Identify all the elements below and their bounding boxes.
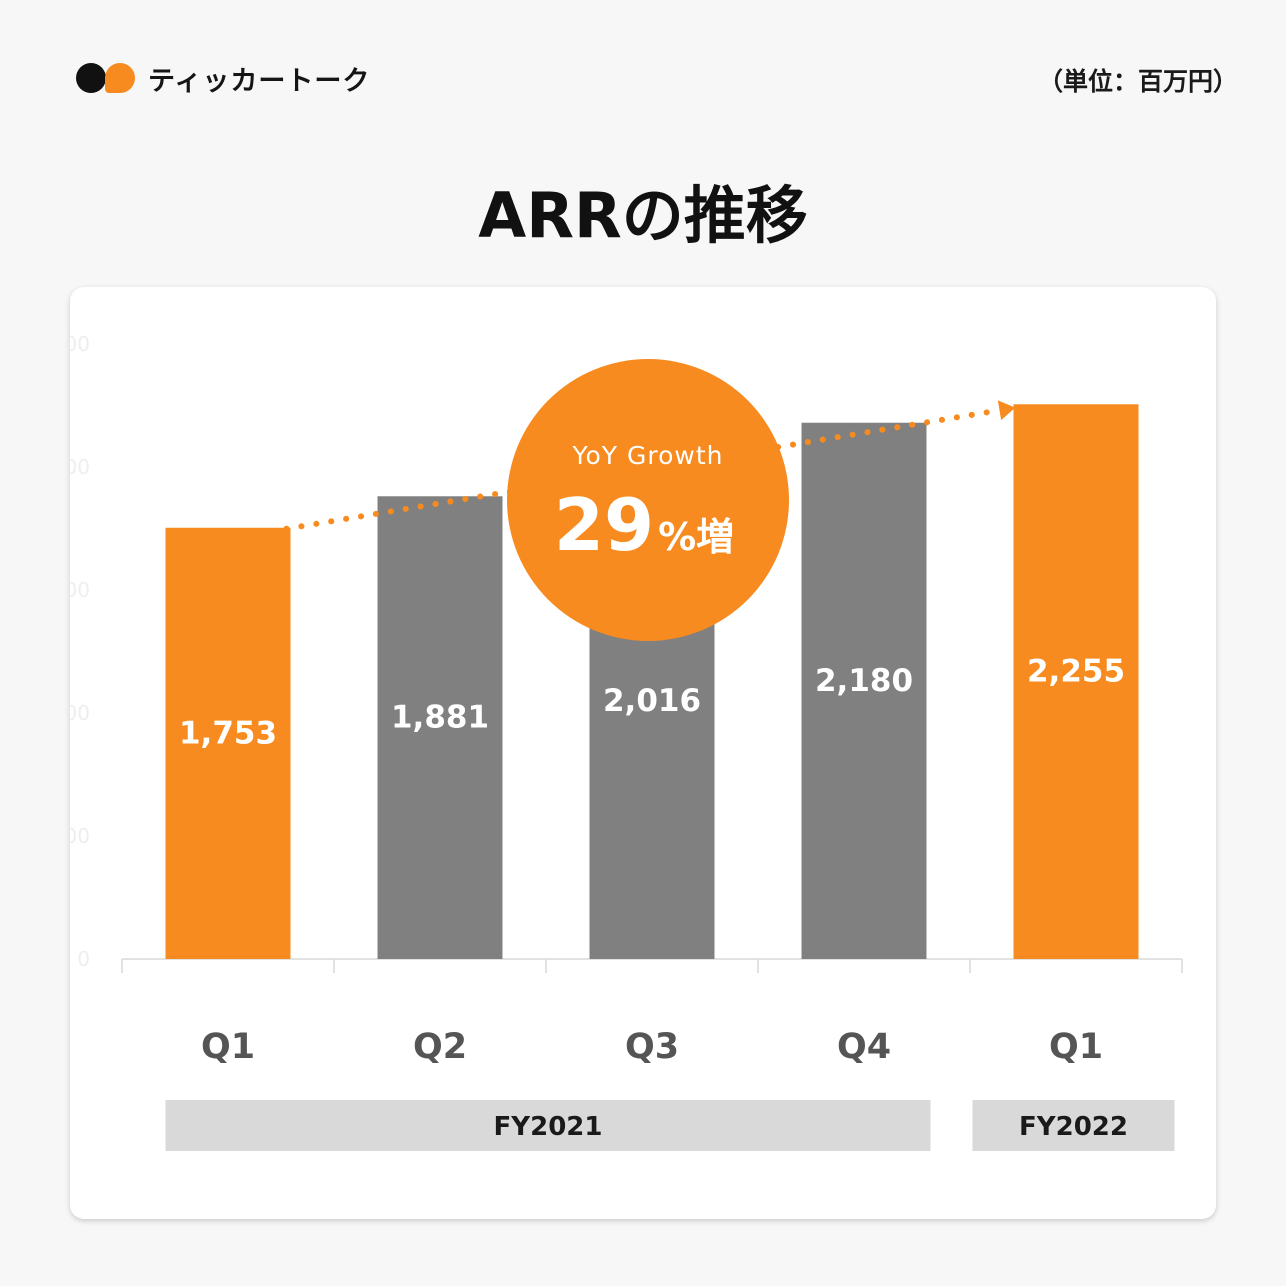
fiscal-year-bar	[972, 1100, 1175, 1151]
y-tick-label: 2,000	[70, 455, 90, 479]
yoy-growth-badge	[507, 359, 789, 641]
y-tick-label: 2,500	[70, 332, 90, 356]
category-label: Q3	[625, 1027, 679, 1067]
badge-suffix: %増	[658, 515, 734, 559]
bar-value-label: 2,180	[815, 663, 913, 699]
bar-value-label: 1,753	[179, 715, 277, 751]
fiscal-year-bar	[165, 1100, 931, 1151]
trend-arrow-head-icon	[997, 400, 1016, 421]
arr-bar-chart: 0 500 1,000 1,500 2,000 2,500 1,753 Q1 1,881 Q2 2,…	[70, 332, 1183, 1151]
badge-label: YoY Growth	[572, 441, 724, 470]
bar-value-label: 2,016	[603, 683, 701, 719]
fiscal-year-label: FY2022	[1019, 1112, 1128, 1142]
category-label: Q4	[837, 1027, 891, 1067]
unit-label: （単位：百万円）	[1037, 67, 1238, 96]
bar-2	[377, 496, 503, 959]
bar-value-label: 1,881	[391, 700, 489, 736]
bar-5	[1013, 404, 1139, 959]
category-label: Q1	[1049, 1027, 1103, 1067]
category-label: Q1	[201, 1027, 255, 1067]
brand-logo: ティッカートーク	[76, 60, 371, 97]
bar-4	[801, 422, 927, 960]
category-label: Q2	[413, 1027, 467, 1067]
speech-bubbles-logo-icon	[76, 60, 136, 96]
chart-card: 0 500 1,000 1,500 2,000 2,500 1,753 Q1 1,881 Q2 2,…	[70, 287, 1216, 1219]
fiscal-year-label: FY2021	[494, 1112, 603, 1142]
bar-value-label: 2,255	[1027, 654, 1125, 690]
y-tick-label: 500	[70, 824, 90, 848]
y-tick-label: 0	[77, 947, 90, 971]
page-title: ARRの推移	[478, 179, 808, 252]
bar-1	[165, 527, 291, 959]
y-tick-label: 1,500	[70, 578, 90, 602]
brand-name: ティッカートーク	[148, 65, 371, 97]
y-tick-label: 1,000	[70, 701, 90, 725]
